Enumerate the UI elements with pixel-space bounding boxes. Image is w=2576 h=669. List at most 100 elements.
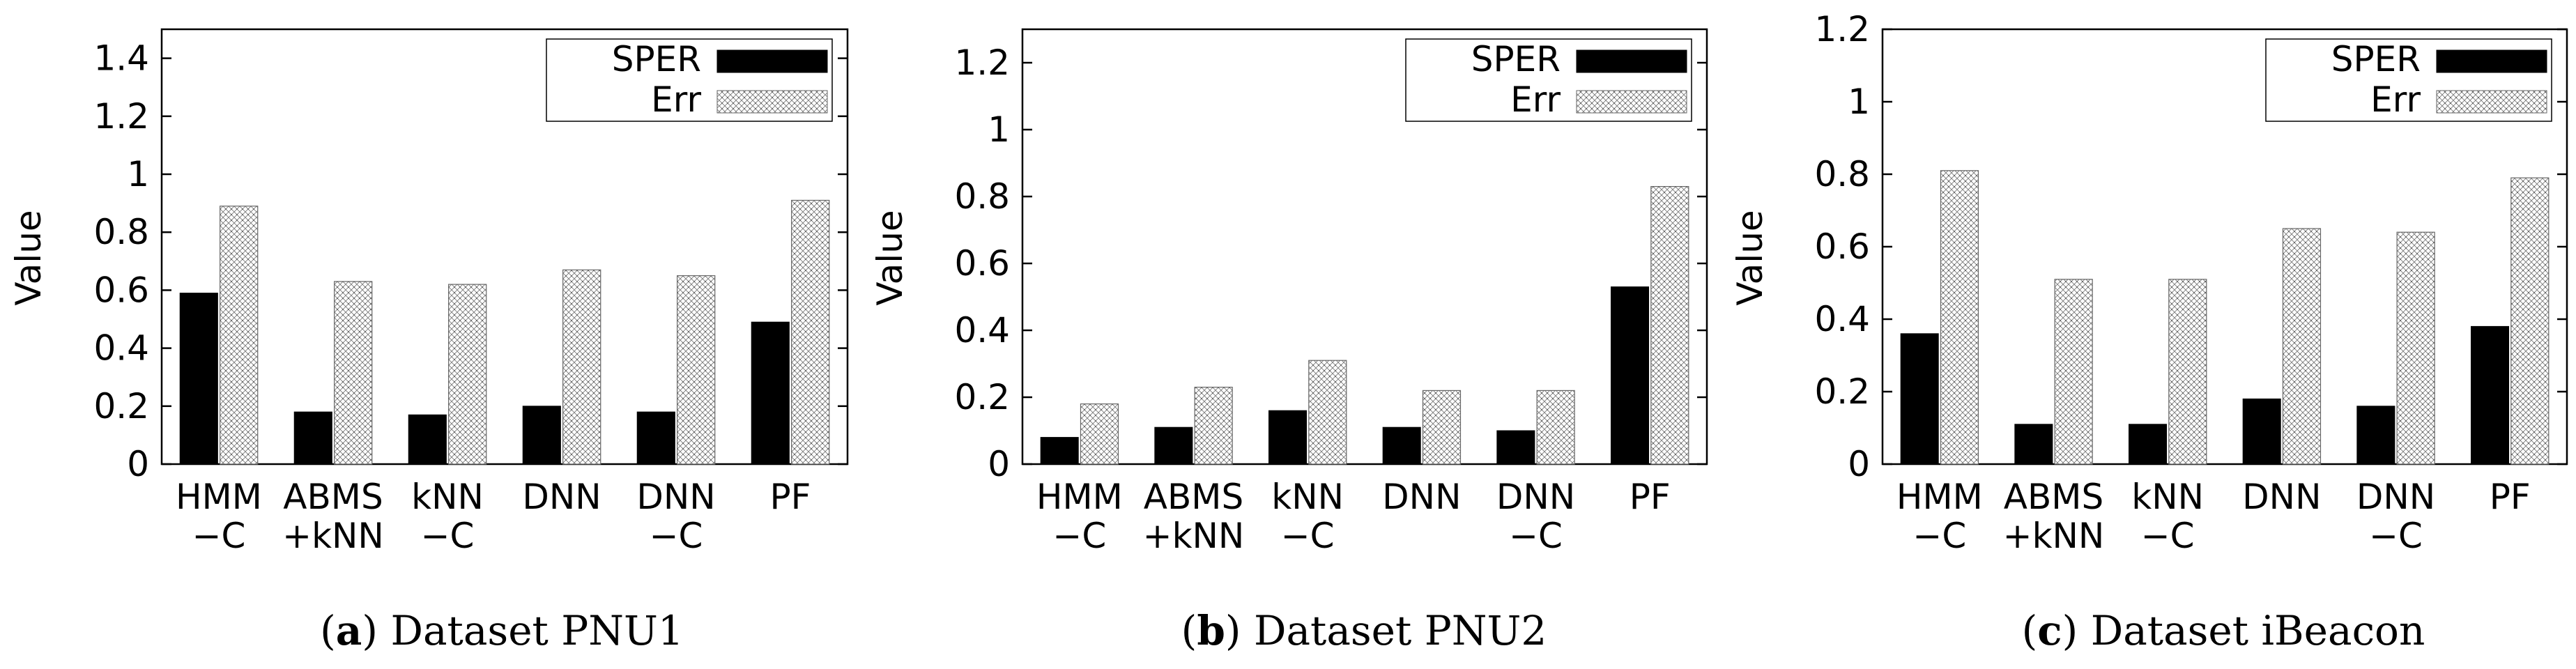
bar-err-2: [2168, 279, 2207, 465]
bars: [1900, 170, 2550, 465]
x-tick-label: −C: [1509, 516, 1563, 556]
x-tick-label: −C: [1052, 516, 1106, 556]
x-tick-label: kNN: [411, 477, 484, 517]
x-tick-label: DNN: [636, 477, 715, 517]
x-tick-label: −C: [650, 516, 703, 556]
caption-text: ) Dataset PNU2: [1225, 607, 1547, 654]
bar-sper-0: [1900, 333, 1939, 465]
bar-sper-1: [2014, 424, 2053, 465]
bar-err-0: [1940, 170, 1979, 465]
x-tick-label: ABMS: [2004, 477, 2103, 517]
bar-sper-3: [2242, 398, 2281, 465]
y-axis: 0 0.2 0.4 0.6 0.8 1 1.2: [954, 43, 1707, 484]
bar-sper-4: [1496, 430, 1535, 465]
y-tick-label: 0.8: [1814, 154, 1870, 194]
legend-label-err: Err: [2370, 79, 2421, 120]
figure-caption: (a) Dataset PNU1: [320, 607, 684, 654]
bar-sper-0: [1040, 437, 1079, 465]
x-tick-label: kNN: [2131, 477, 2204, 517]
legend-swatch-err: [1576, 90, 1687, 114]
bar-err-4: [1536, 390, 1575, 465]
figure-caption: (b) Dataset PNU2: [1181, 607, 1547, 654]
bar-err-4: [677, 275, 716, 465]
caption-letter: a: [336, 607, 362, 654]
caption-paren: (: [320, 607, 336, 654]
bar-err-5: [2510, 177, 2550, 465]
bar-err-3: [1422, 390, 1462, 465]
y-tick-label: 1: [988, 109, 1010, 150]
y-tick-label: 0.6: [954, 243, 1010, 284]
y-tick-label: 0: [1848, 444, 1870, 484]
caption-paren: (: [1181, 607, 1197, 654]
y-tick-label: 0.6: [1814, 226, 1870, 267]
bar-err-2: [1308, 360, 1347, 465]
x-tick-label: −C: [2141, 516, 2195, 556]
y-tick-label: 0.4: [1814, 299, 1870, 339]
x-tick-label: −C: [1281, 516, 1335, 556]
x-tick-label: PF: [770, 477, 811, 517]
y-axis: 0 0.2 0.4 0.6 0.8 1 1.2 1.4: [93, 38, 848, 484]
caption-paren: (: [2022, 607, 2038, 654]
chart-panel-c: 00.20.40.60.811.2ValueHMM−CABMS+kNNkNN−C…: [1730, 9, 2568, 654]
y-tick-label: 0.2: [1814, 371, 1870, 412]
y-tick-label: 0.4: [954, 310, 1010, 351]
legend-label-err: Err: [1510, 79, 1561, 120]
y-axis-label: Value: [8, 210, 49, 305]
x-tick-label: PF: [1630, 477, 1671, 517]
legend-swatch-sper: [1576, 49, 1687, 73]
x-tick-label: DNN: [1382, 477, 1461, 517]
legend-label-sper: SPER: [1471, 39, 1561, 79]
bar-sper-5: [751, 321, 790, 465]
bar-sper-1: [293, 411, 332, 465]
y-tick-label: 0.8: [954, 176, 1010, 217]
y-tick-label: 1: [1848, 82, 1870, 122]
legend-label-err: Err: [651, 79, 701, 120]
bar-sper-5: [1611, 286, 1650, 465]
x-tick-label: ABMS: [283, 477, 383, 517]
bar-sper-2: [2129, 424, 2168, 465]
y-tick-label: 1.2: [954, 43, 1010, 83]
legend-swatch-sper: [716, 49, 828, 73]
y-tick-label: 0.6: [93, 270, 149, 310]
bar-err-5: [1650, 186, 1689, 465]
x-tick-label: DNN: [2242, 477, 2321, 517]
caption-letter: b: [1197, 607, 1225, 654]
bar-err-4: [2396, 231, 2435, 465]
y-tick-label: 1.2: [1814, 9, 1870, 49]
y-tick-label: 1.2: [93, 96, 149, 137]
caption-text: ) Dataset PNU1: [362, 607, 683, 654]
x-tick-label: DNN: [522, 477, 601, 517]
x-tick-label: ABMS: [1144, 477, 1243, 517]
y-tick-label: 0.8: [93, 212, 149, 252]
bar-sper-5: [2471, 325, 2510, 465]
bars: [179, 199, 830, 465]
bar-err-3: [2282, 228, 2322, 465]
bar-sper-3: [1382, 426, 1421, 465]
bar-sper-3: [522, 406, 561, 465]
chart-panel-a: 00.20.40.60.811.21.4ValueHMM−CABMS+kNNkN…: [8, 28, 849, 654]
x-tick-label: +kNN: [282, 516, 384, 556]
bar-err-5: [791, 199, 830, 465]
x-tick-label: HMM: [176, 477, 262, 517]
caption-letter: c: [2037, 607, 2062, 654]
x-tick-label: HMM: [1036, 477, 1123, 517]
y-axis-label: Value: [1730, 210, 1770, 305]
bar-err-0: [1080, 403, 1119, 465]
y-tick-label: 1.4: [93, 38, 149, 79]
bar-err-2: [448, 284, 487, 465]
legend-swatch-err: [2436, 90, 2547, 114]
bar-err-0: [220, 206, 259, 465]
bar-sper-1: [1154, 426, 1193, 465]
plot-frame: [1021, 28, 1708, 466]
y-tick-label: 0.4: [93, 328, 149, 369]
chart-panel-b: 00.20.40.60.811.2ValueHMM−CABMS+kNNkNN−C…: [870, 28, 1708, 654]
x-tick-label: −C: [192, 516, 246, 556]
legend-swatch-sper: [2436, 49, 2547, 73]
y-tick-label: 0: [127, 444, 149, 484]
y-tick-label: 0.2: [954, 377, 1010, 417]
x-tick-label: PF: [2490, 477, 2531, 517]
